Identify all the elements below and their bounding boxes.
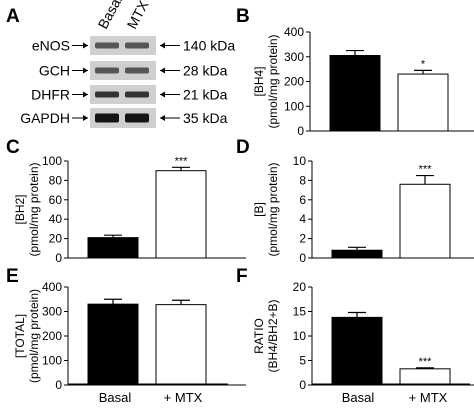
band-enos-basal — [95, 42, 119, 49]
bar-e-1 — [155, 304, 207, 386]
y-label-b-1: (pmol/mg protein) — [266, 34, 280, 128]
bar-f-0 — [331, 316, 383, 386]
y-tick-label-b-100: 100 — [284, 99, 304, 113]
y-tick-label-e-300: 300 — [42, 305, 62, 319]
y-tick-label-f-15: 15 — [293, 305, 307, 319]
y-tick-label-f-5: 5 — [299, 354, 306, 368]
band-gch-mtx — [125, 67, 149, 74]
band-gapdh-basal — [95, 113, 119, 123]
arrowhead-left-gapdh — [83, 115, 88, 121]
band-dhfr-basal — [95, 91, 119, 98]
band-gapdh-mtx — [125, 113, 149, 123]
xlabel-right-basal: Basal — [342, 390, 375, 405]
y-tick-label-b-300: 300 — [284, 50, 304, 64]
band-gch-basal — [95, 67, 119, 74]
lane-label-basal: Basal — [95, 0, 126, 31]
y-tick-label-c-20: 20 — [49, 232, 63, 246]
y-tick-label-e-400: 400 — [42, 280, 62, 294]
y-tick-label-d-10: 10 — [293, 154, 307, 168]
y-tick-label-d-2: 2 — [299, 232, 306, 246]
bar-b-1 — [397, 73, 449, 132]
y-tick-label-d-8: 8 — [299, 173, 306, 187]
band-size-dhfr: 21 kDa — [183, 87, 228, 103]
y-tick-label-b-400: 400 — [284, 25, 304, 39]
y-label-c-0: [BH2] — [13, 194, 27, 224]
y-tick-label-d-6: 6 — [299, 193, 306, 207]
arrowhead-left-gch — [83, 67, 88, 74]
y-tick-label-c-0: 0 — [55, 251, 62, 265]
y-tick-label-f-10: 10 — [293, 329, 307, 343]
bar-d-0 — [331, 249, 383, 259]
xlabel-right-mtx: + MTX — [409, 390, 448, 405]
y-tick-label-c-100: 100 — [42, 154, 62, 168]
arrowhead-right-gapdh — [160, 115, 165, 121]
y-label-c-1: (pmol/mg protein) — [27, 162, 41, 256]
significance-f-1: *** — [419, 356, 433, 368]
y-tick-label-c-80: 80 — [49, 173, 63, 187]
band-label-dhfr: DHFR — [31, 87, 70, 103]
arrowhead-right-enos — [160, 42, 165, 49]
significance-c-1: *** — [175, 155, 189, 167]
panel-c-letter: C — [6, 137, 20, 158]
y-label-f-1: (BH4/BH2+B) — [266, 299, 280, 372]
lane-label-mtx: MTX — [124, 0, 152, 31]
arrowhead-right-dhfr — [160, 91, 165, 98]
band-size-gapdh: 35 kDa — [183, 110, 228, 126]
band-dhfr-mtx — [125, 91, 149, 98]
y-label-b-0: [BH4] — [252, 66, 266, 96]
bar-d-1 — [399, 183, 451, 259]
blot-strip-gapdh — [90, 108, 156, 128]
y-tick-label-f-20: 20 — [293, 280, 307, 294]
significance-b-1: * — [421, 58, 426, 70]
significance-d-1: *** — [419, 164, 433, 176]
y-label-d-0: [B] — [252, 202, 266, 217]
y-tick-label-b-0: 0 — [297, 124, 304, 138]
y-label-f-0: RATIO — [252, 318, 266, 354]
y-label-e-0: [TOTAL] — [13, 314, 27, 358]
y-tick-label-c-60: 60 — [49, 193, 63, 207]
panel-a-letter: A — [6, 6, 20, 27]
y-tick-label-e-200: 200 — [42, 329, 62, 343]
y-tick-label-c-40: 40 — [49, 212, 63, 226]
bar-c-0 — [87, 237, 139, 259]
bar-c-1 — [155, 170, 207, 259]
band-enos-mtx — [125, 42, 149, 49]
y-label-d-1: (pmol/mg protein) — [266, 162, 280, 256]
blot-strip-gch — [90, 61, 156, 80]
y-tick-label-f-0: 0 — [299, 378, 306, 392]
band-label-enos: eNOS — [32, 38, 70, 54]
y-tick-label-e-0: 0 — [55, 378, 62, 392]
western-blot: eNOS 140 kDa GCH 28 kDa DHFR 21 kDa GAPDH 35 kD… — [20, 36, 235, 128]
bar-e-0 — [87, 303, 139, 386]
band-label-gch: GCH — [39, 63, 70, 79]
y-tick-label-e-100: 100 — [42, 354, 62, 368]
panel-f-letter: F — [236, 266, 248, 287]
arrowhead-left-enos — [83, 42, 88, 49]
panel-b-letter: B — [236, 6, 250, 27]
arrowhead-left-dhfr — [83, 91, 88, 98]
blot-strip-dhfr — [90, 85, 156, 104]
band-label-gapdh: GAPDH — [20, 110, 70, 126]
y-tick-label-d-0: 0 — [299, 251, 306, 265]
y-tick-label-b-200: 200 — [284, 75, 304, 89]
band-size-gch: 28 kDa — [183, 63, 228, 79]
y-tick-label-d-4: 4 — [299, 212, 306, 226]
panel-a: A Basal MTX eNOS 140 kDa GCH 28 kDa DHFR 21 k… — [6, 0, 235, 128]
arrowhead-right-gch — [160, 67, 165, 74]
xlabel-left-mtx: + MTX — [164, 390, 203, 405]
y-label-e-1: (pmol/mg protein) — [27, 289, 41, 383]
band-size-enos: 140 kDa — [183, 38, 235, 54]
bar-f-1 — [399, 368, 451, 386]
bar-b-0 — [329, 55, 381, 132]
panel-d-letter: D — [236, 137, 250, 158]
blot-strip-enos — [90, 36, 156, 55]
panel-e-letter: E — [6, 266, 19, 287]
xlabel-left-basal: Basal — [99, 390, 132, 405]
